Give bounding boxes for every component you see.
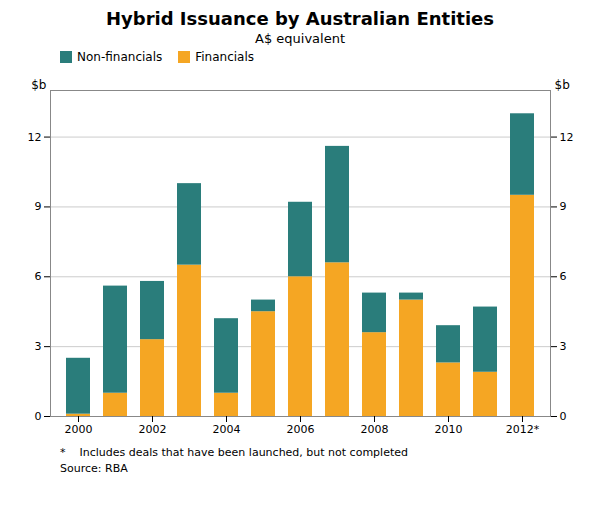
html-text:Hybrid Issuance by Australian: Hybrid Issuance by Australian Entities: [106, 8, 494, 29]
svg-text:$b: $b: [555, 78, 570, 92]
html-text:A$ equivalent: A$ equivalent: [255, 31, 345, 46]
html-text:* Includes deals that have bee: * Includes deals that have been launched…: [60, 446, 408, 459]
svg-text:0: 0: [560, 410, 567, 423]
svg-text:2012*: 2012*: [506, 423, 540, 436]
svg-text:0: 0: [35, 410, 42, 423]
html-text:Financials: Financials: [195, 50, 255, 64]
svg-text:2006: 2006: [287, 423, 315, 436]
svg-text:$b: $b: [31, 78, 46, 92]
svg-text:3: 3: [35, 340, 42, 353]
svg-text:12: 12: [560, 131, 574, 144]
svg-text:2010: 2010: [435, 423, 463, 436]
svg-text:2004: 2004: [213, 423, 241, 436]
svg-text:6: 6: [560, 270, 567, 283]
svg-text:2000: 2000: [65, 423, 93, 436]
svg-text:3: 3: [560, 340, 567, 353]
svg-text:6: 6: [35, 270, 42, 283]
html-text:Non-financials: Non-financials: [77, 50, 163, 64]
svg-text:9: 9: [35, 200, 42, 213]
svg-text:9: 9: [560, 200, 567, 213]
svg-text:12: 12: [28, 131, 42, 144]
html-text:Source: RBA: Source: RBA: [60, 462, 128, 475]
svg-text:2002: 2002: [139, 423, 167, 436]
svg-text:2008: 2008: [361, 423, 389, 436]
